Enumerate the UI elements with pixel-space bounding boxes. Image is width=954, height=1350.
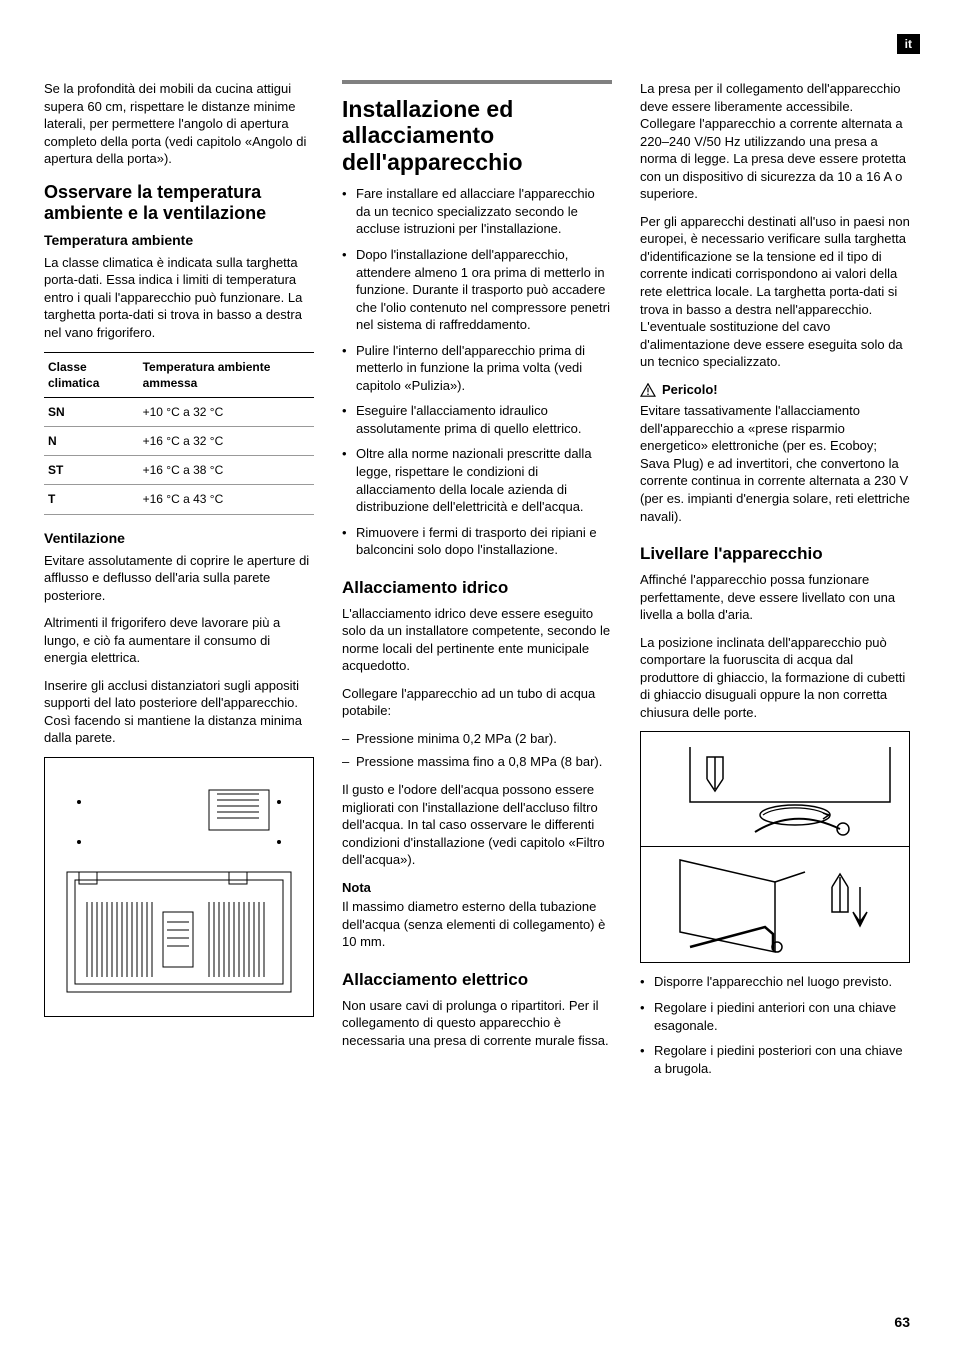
list-item: Disporre l'apparecchio nel luogo previst… bbox=[640, 973, 910, 991]
installation-bullet-list: Fare installare ed allacciare l'apparecc… bbox=[342, 185, 612, 558]
list-item: Rimuovere i fermi di trasporto dei ripia… bbox=[342, 524, 612, 559]
paragraph-electrical-2: La presa per il collegamento dell'appare… bbox=[640, 80, 910, 203]
figure-rear-spacers bbox=[44, 757, 314, 1017]
column-2: Installazione ed allacciamento dell'appa… bbox=[342, 80, 612, 1087]
table-row: N+16 °C a 32 °C bbox=[44, 427, 314, 456]
paragraph-vent-1: Evitare assolutamente di coprire le aper… bbox=[44, 552, 314, 605]
list-item: Oltre alla norme nazionali prescritte da… bbox=[342, 445, 612, 515]
paragraph-water-1: L'allacciamento idrico deve essere esegu… bbox=[342, 605, 612, 675]
warning-triangle-icon bbox=[640, 383, 656, 397]
paragraph-danger: Evitare tassativamente l'allacciamento d… bbox=[640, 402, 910, 525]
table-row: SN+10 °C a 32 °C bbox=[44, 397, 314, 426]
list-item: Pressione minima 0,2 MPa (2 bar). bbox=[342, 730, 612, 748]
rear-spacers-illustration bbox=[59, 772, 299, 1002]
paragraph-water-3: Il gusto e l'odore dell'acqua possono es… bbox=[342, 781, 612, 869]
table-row: T+16 °C a 43 °C bbox=[44, 485, 314, 514]
paragraph-vent-2: Altrimenti il frigorifero deve lavorare … bbox=[44, 614, 314, 667]
heading-electrical-connection: Allacciamento elettrico bbox=[342, 969, 612, 992]
paragraph-electrical-3: Per gli apparecchi destinati all'uso in … bbox=[640, 213, 910, 371]
heading-levelling: Livellare l'apparecchio bbox=[640, 543, 910, 566]
list-item: Pressione massima fino a 0,8 MPa (8 bar)… bbox=[342, 753, 612, 771]
danger-label: Pericolo! bbox=[662, 381, 718, 399]
figure-levelling-top bbox=[641, 732, 909, 847]
page-number: 63 bbox=[894, 1313, 910, 1332]
section-rule bbox=[342, 80, 612, 84]
paragraph-temp-ambiente: La classe climatica è indicata sulla tar… bbox=[44, 254, 314, 342]
paragraph-vent-3: Inserire gli acclusi distanziatori sugli… bbox=[44, 677, 314, 747]
table-header-class: Classe climatica bbox=[44, 352, 139, 397]
subheading-temp-ambiente: Temperatura ambiente bbox=[44, 231, 314, 250]
danger-row: Pericolo! bbox=[640, 381, 910, 399]
paragraph-levelling-2: La posizione inclinata dell'apparecchio … bbox=[640, 634, 910, 722]
list-item: Regolare i piedini posteriori con una ch… bbox=[640, 1042, 910, 1077]
paragraph-levelling-1: Affinché l'apparecchio possa funzionare … bbox=[640, 571, 910, 624]
column-3: La presa per il collegamento dell'appare… bbox=[640, 80, 910, 1087]
list-item: Eseguire l'allacciamento idraulico assol… bbox=[342, 402, 612, 437]
language-tag: it bbox=[897, 34, 920, 54]
intro-paragraph: Se la profondità dei mobili da cucina at… bbox=[44, 80, 314, 168]
paragraph-water-2: Collegare l'apparecchio ad un tubo di ac… bbox=[342, 685, 612, 720]
figure-levelling bbox=[640, 731, 910, 963]
climate-class-table: Classe climatica Temperatura ambiente am… bbox=[44, 352, 314, 515]
table-row: ST+16 °C a 38 °C bbox=[44, 456, 314, 485]
list-item: Fare installare ed allacciare l'apparecc… bbox=[342, 185, 612, 238]
heading-installation: Installazione ed allacciamento dell'appa… bbox=[342, 96, 612, 175]
heading-temperature-ventilation: Osservare la temperatura ambiente e la v… bbox=[44, 182, 314, 225]
figure-levelling-bottom bbox=[641, 847, 909, 962]
paragraph-note: Il massimo diametro esterno della tubazi… bbox=[342, 898, 612, 951]
levelling-bullet-list: Disporre l'apparecchio nel luogo previst… bbox=[640, 973, 910, 1077]
heading-water-connection: Allacciamento idrico bbox=[342, 577, 612, 600]
content-columns: Se la profondità dei mobili da cucina at… bbox=[44, 80, 910, 1087]
list-item: Dopo l'installazione dell'apparecchio, a… bbox=[342, 246, 612, 334]
note-label: Nota bbox=[342, 879, 612, 897]
paragraph-electrical-1: Non usare cavi di prolunga o ripartitori… bbox=[342, 997, 612, 1050]
list-item: Pulire l'interno dell'apparecchio prima … bbox=[342, 342, 612, 395]
table-header-temp: Temperatura ambiente ammessa bbox=[139, 352, 314, 397]
list-item: Regolare i piedini anteriori con una chi… bbox=[640, 999, 910, 1034]
column-1: Se la profondità dei mobili da cucina at… bbox=[44, 80, 314, 1087]
subheading-ventilation: Ventilazione bbox=[44, 529, 314, 548]
water-pressure-list: Pressione minima 0,2 MPa (2 bar). Pressi… bbox=[342, 730, 612, 771]
